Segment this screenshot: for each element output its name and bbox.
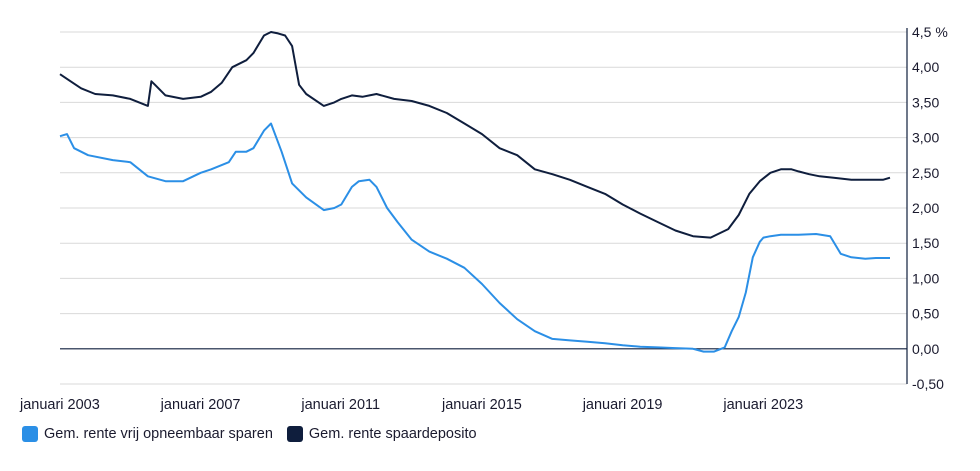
y-tick-label: 2,50	[912, 165, 939, 181]
y-tick-labels: -0,50 0,00 0,50 1,00 1,50 2,00 2,50 3,00 3,50 4,0…	[912, 24, 948, 392]
legend-swatch-sparen	[22, 426, 38, 442]
x-tick-labels: januari 2003 januari 2007 januari 2011 janu…	[19, 397, 803, 413]
legend-label-deposito: Gem. rente spaardeposito	[308, 426, 477, 442]
legend-item-deposito[interactable]: Gem. rente spaardeposito	[286, 426, 477, 442]
legend-item-sparen[interactable]: Gem. rente vrij opneembaar sparen	[22, 426, 273, 442]
series-lines	[59, 31, 891, 353]
x-tick-label: januari 2015	[441, 397, 522, 413]
y-tick-label: 2,00	[912, 200, 939, 216]
legend-swatch-deposito	[286, 426, 303, 442]
y-tick-label: 0,50	[912, 306, 939, 322]
y-tick-label: 4,5 %	[912, 24, 948, 40]
legend: Gem. rente vrij opneembaar sparen Gem. r…	[22, 426, 477, 442]
x-tick-label: januari 2023	[722, 397, 803, 413]
series-line-0	[59, 122, 890, 353]
y-tick-label: 1,00	[912, 270, 939, 286]
y-tick-label: 1,50	[912, 235, 939, 251]
x-tick-label: januari 2007	[160, 397, 241, 413]
y-tick-label: 4,00	[912, 59, 939, 75]
x-tick-label: januari 2003	[19, 397, 100, 413]
y-tick-label: 0,00	[912, 341, 939, 357]
y-tick-label: 3,00	[912, 130, 939, 146]
legend-label-sparen: Gem. rente vrij opneembaar sparen	[44, 426, 273, 442]
series-line-1	[59, 31, 891, 239]
y-tick-label: -0,50	[912, 376, 944, 392]
x-tick-label: januari 2011	[300, 397, 380, 413]
y-tick-label: 3,50	[912, 94, 939, 110]
x-tick-label: januari 2019	[582, 397, 663, 413]
grid-lines	[60, 31, 907, 385]
